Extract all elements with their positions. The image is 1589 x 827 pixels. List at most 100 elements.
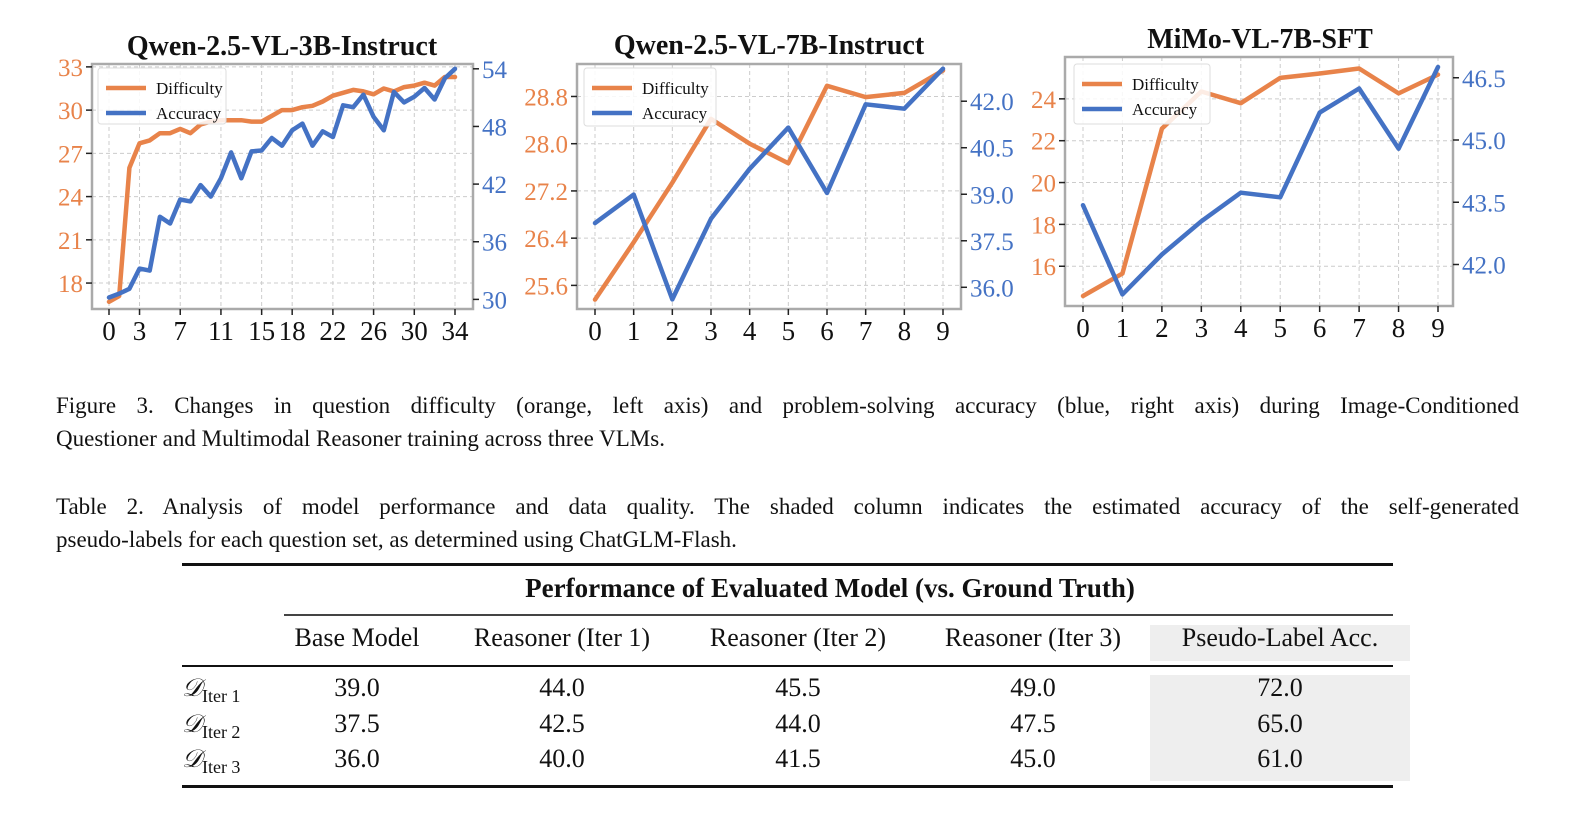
legend-box [97,67,227,125]
accuracy-line [592,66,946,302]
left-y-tick-label: 24 [58,185,84,212]
right-y-tick-label: 48 [482,114,507,141]
chart-svg: 0 1 2 3 4 5 6 7 8 9 16 18 20 22 24 42.0 43.5 45.0 46.5 MiMo… [1031,24,1506,343]
column-header: Reasoner (Iter 3) [944,623,1122,652]
x-tick-label: 3 [133,316,147,346]
column-header: Reasoner (Iter 1) [473,623,651,652]
x-tick-label: 8 [1392,313,1406,343]
plot-frame [1063,55,1455,308]
figure-caption: Figure 3. Changes in question difficulty… [56,389,1519,455]
column-header: Pseudo-Label Acc. [1181,623,1379,652]
header-rule [182,665,1393,667]
legend-label-difficulty: Difficulty [642,79,709,98]
accuracy-line [1080,64,1441,297]
right-y-tick-label: 40.5 [970,136,1014,163]
right-y-tick-label: 42.0 [1462,253,1506,280]
x-tick-label: 0 [588,316,602,346]
table-cell: 61.0 [1257,744,1303,773]
row-label: 𝒟Iter 2 [182,709,240,743]
chart-title: MiMo-VL-7B-SFT [1147,24,1373,55]
table-caption: Table 2. Analysis of model performance a… [56,490,1519,556]
x-tick-label: 8 [898,316,912,346]
left-y-tick-label: 28.0 [524,132,568,159]
right-y-tick-label: 36 [482,230,507,257]
table-caption-line1: Table 2. Analysis of model performance a… [56,494,1519,519]
x-tick-label: 0 [1076,313,1090,343]
shaded-column-header [1150,625,1410,661]
right-y-tick-label: 46.5 [1462,66,1506,93]
table-caption-line2: pseudo-labels for each question set, as … [56,527,737,552]
x-tick-label: 0 [102,316,116,346]
chart-qwen-3b: 0 3 7 11 15 18 22 26 30 34 18 21 24 27 30 33 30 36 42 48 54 Q… [0,0,520,365]
table-cell: 42.5 [539,708,585,738]
row-label: 𝒟Iter 1 [182,673,240,707]
dataset-symbol: 𝒟 [182,744,202,773]
chart-svg: 0 1 2 3 4 5 6 7 8 9 25.6 26.4 27.2 28.0 28.8 36.0 37.5 39… [524,30,1014,346]
x-tick-label: 2 [1155,313,1169,343]
right-y-tick-label: 54 [482,57,508,84]
dataset-symbol: 𝒟 [182,708,202,738]
x-tick-label: 2 [666,316,680,346]
legend-label-difficulty: Difficulty [156,79,223,98]
left-y-tick-label: 20 [1031,171,1056,198]
x-tick-label: 1 [627,316,641,346]
right-y-tick-label: 45.0 [1462,128,1506,155]
left-y-tick-label: 18 [1031,212,1056,239]
difficulty-line [106,74,458,305]
table-cell: 65.0 [1257,708,1303,738]
x-tick-label: 6 [1313,313,1327,343]
left-y-tick-label: 18 [58,271,83,298]
x-tick-label: 1 [1116,313,1130,343]
right-y-tick-label: 30 [482,287,507,314]
table-cell: 37.5 [334,708,380,738]
dataset-subscript: Iter 2 [201,721,241,742]
left-y-tick-label: 28.8 [524,84,568,111]
accuracy-line [106,66,458,300]
right-y-tick-label: 39.0 [970,182,1014,209]
left-y-tick-label: 27 [58,141,83,168]
difficulty-line [592,68,946,302]
x-tick-label: 4 [1234,313,1248,343]
legend-label-accuracy: Accuracy [156,104,222,123]
table-cell: 47.5 [1010,708,1056,738]
dataset-symbol: 𝒟 [182,673,202,702]
shaded-column-body [1150,675,1410,781]
x-tick-label: 7 [173,316,187,346]
row-label: 𝒟Iter 3 [182,744,240,778]
x-tick-label: 18 [279,316,306,346]
x-tick-label: 7 [859,316,873,346]
span-header: Performance of Evaluated Model (vs. Grou… [525,573,1135,603]
left-y-tick-label: 25.6 [524,273,568,300]
x-tick-label: 15 [248,316,275,346]
left-y-tick-label: 27.2 [524,179,568,206]
plot-frame [90,62,475,311]
left-y-tick-label: 24 [1031,87,1057,114]
plot-frame [575,62,963,311]
table-cell: 41.5 [775,744,821,773]
figure-caption-line1: Figure 3. Changes in question difficulty… [56,393,1519,418]
table-cell: 36.0 [334,744,380,773]
left-y-tick-label: 22 [1031,129,1056,156]
table-cell: 39.0 [334,673,380,702]
x-tick-label: 9 [936,316,950,346]
x-tick-label: 9 [1431,313,1445,343]
x-tick-label: 3 [704,316,718,346]
table-cell: 45.0 [1010,744,1056,773]
table-cell: 44.0 [539,673,585,702]
legend-label-accuracy: Accuracy [642,104,708,123]
table-cell: 49.0 [1010,673,1056,702]
right-y-tick-label: 37.5 [970,229,1014,256]
table-cell: 72.0 [1257,673,1303,702]
difficulty-line [1080,66,1441,299]
right-y-tick-label: 42.0 [970,89,1014,116]
table-cell: 45.5 [775,673,821,702]
chart-mimo-7b: 0 1 2 3 4 5 6 7 8 9 16 18 20 22 24 42.0 43.5 45.0 46.5 MiMo… [0,0,1589,365]
chart-title: Qwen-2.5-VL-7B-Instruct [614,30,925,61]
legend-label-difficulty: Difficulty [1132,75,1199,94]
x-tick-label: 34 [442,316,470,346]
figure-caption-line2: Questioner and Multimodal Reasoner train… [56,426,665,451]
chart-title: Qwen-2.5-VL-3B-Instruct [127,31,438,62]
x-tick-label: 3 [1195,313,1209,343]
right-y-tick-label: 42 [482,172,507,199]
column-header: Reasoner (Iter 2) [709,623,887,652]
